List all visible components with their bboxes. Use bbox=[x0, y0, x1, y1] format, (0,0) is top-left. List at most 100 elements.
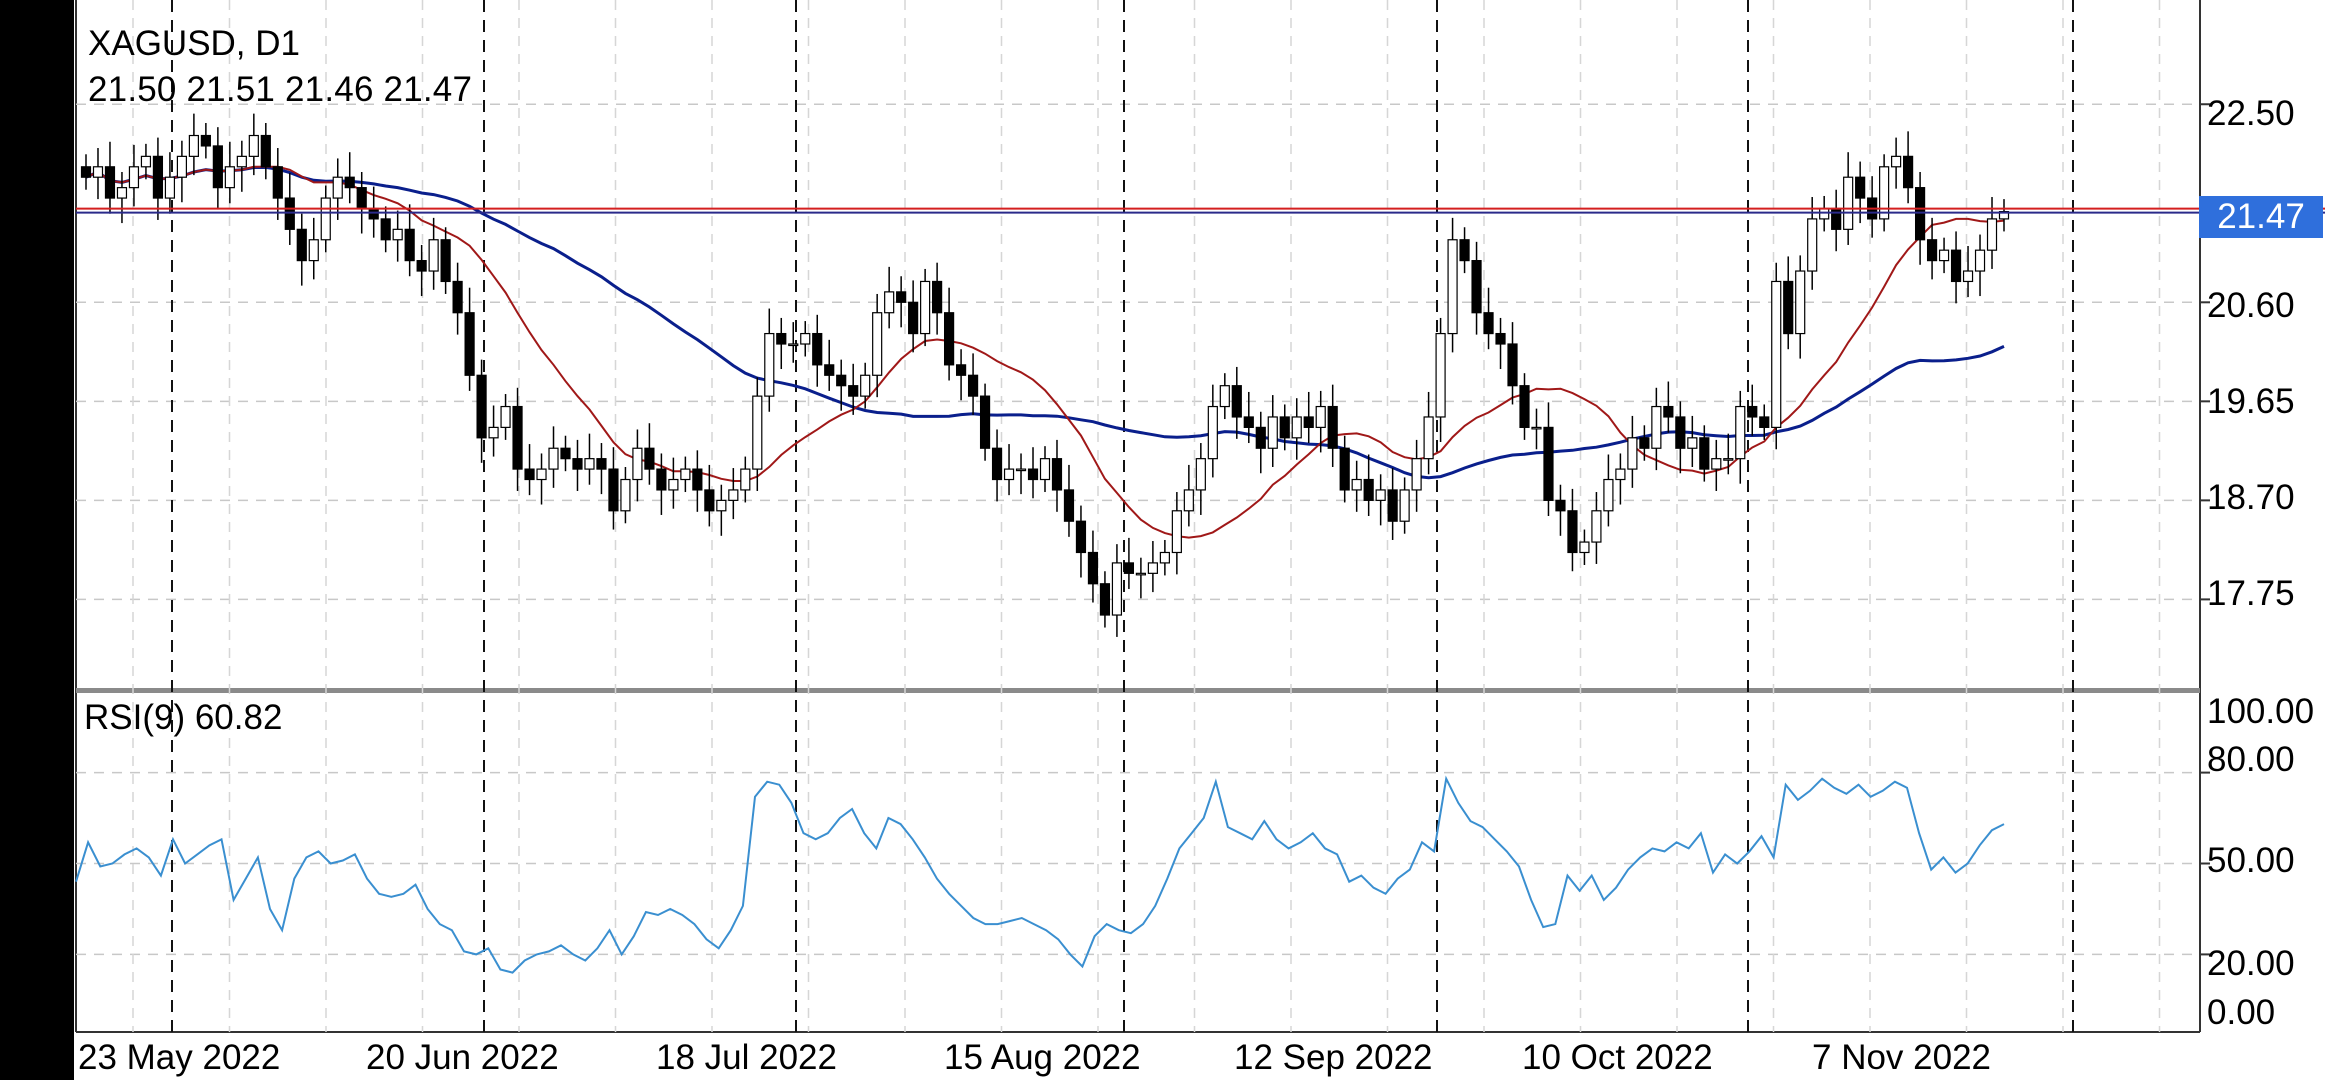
rsi-label: RSI(9) 60.82 bbox=[84, 698, 283, 737]
candle-body bbox=[1986, 218, 1998, 251]
rsi-tick-label: 100.00 bbox=[2207, 692, 2315, 731]
candle-body bbox=[1579, 541, 1590, 554]
candle-body bbox=[1902, 155, 1914, 189]
candle-body bbox=[1375, 489, 1386, 501]
candle-body bbox=[92, 166, 104, 178]
candle-body bbox=[656, 468, 667, 491]
candle-body bbox=[1351, 478, 1362, 491]
candle-body bbox=[116, 187, 128, 199]
candle-body bbox=[1663, 405, 1674, 418]
candle-body bbox=[1159, 551, 1170, 564]
candle-body bbox=[979, 395, 991, 449]
candle-body bbox=[572, 458, 583, 470]
candle-body bbox=[1483, 312, 1494, 335]
candle-body bbox=[356, 187, 367, 210]
candle-body bbox=[308, 239, 319, 262]
candle-body bbox=[104, 166, 116, 199]
candle-body bbox=[1003, 468, 1015, 481]
candle-body bbox=[260, 134, 271, 168]
candle-body bbox=[1879, 166, 1890, 220]
candle-body bbox=[967, 374, 979, 397]
price-tick-label: 19.65 bbox=[2207, 382, 2295, 421]
date-tick-label: 23 May 2022 bbox=[78, 1038, 281, 1077]
candle-body bbox=[380, 218, 391, 241]
candle-body bbox=[1974, 249, 1986, 272]
candle-body bbox=[452, 280, 463, 314]
candle-body bbox=[1962, 270, 1974, 283]
candle-body bbox=[1231, 385, 1242, 418]
candle-body bbox=[1255, 426, 1266, 449]
date-tick-label: 7 Nov 2022 bbox=[1812, 1038, 1992, 1077]
candle-body bbox=[1747, 405, 1758, 418]
price-tick-label: 17.75 bbox=[2207, 574, 2295, 613]
candle-body bbox=[1291, 416, 1302, 439]
candle-body bbox=[320, 197, 331, 241]
candle-body bbox=[188, 134, 199, 157]
candle-body bbox=[1015, 468, 1027, 472]
candle-body bbox=[1063, 489, 1075, 522]
candle-body bbox=[500, 405, 511, 428]
candle-body bbox=[488, 426, 499, 439]
candle-body bbox=[800, 332, 811, 345]
candle-body bbox=[704, 489, 715, 512]
rsi-tick-label: 0.00 bbox=[2207, 993, 2276, 1032]
candle-body bbox=[1411, 458, 1422, 491]
candle-body bbox=[524, 468, 535, 481]
candle-body bbox=[1147, 562, 1158, 574]
price-tick-label: 22.50 bbox=[2207, 94, 2295, 133]
candle-body bbox=[1363, 478, 1374, 501]
candle-body bbox=[1855, 176, 1866, 199]
candle-body bbox=[1459, 239, 1470, 262]
candle-body bbox=[764, 332, 775, 397]
candle-body bbox=[272, 166, 283, 199]
candle-body bbox=[464, 312, 475, 376]
candle-body bbox=[1687, 437, 1698, 449]
date-tick-label: 18 Jul 2022 bbox=[656, 1038, 837, 1077]
candle-body bbox=[224, 166, 235, 189]
date-tick-label: 12 Sep 2022 bbox=[1234, 1038, 1433, 1077]
candle-body bbox=[536, 468, 547, 481]
candle-body bbox=[512, 405, 523, 470]
candle-body bbox=[620, 478, 631, 512]
candle-body bbox=[1519, 385, 1530, 428]
candle-body bbox=[1303, 416, 1314, 428]
candle-body bbox=[1639, 437, 1650, 449]
candle-body bbox=[1926, 239, 1938, 262]
candle-body bbox=[140, 155, 152, 168]
candle-body bbox=[1435, 332, 1446, 418]
candle-body bbox=[392, 228, 403, 241]
candle-body bbox=[1135, 572, 1147, 576]
candle-body bbox=[128, 166, 140, 189]
candle-body bbox=[812, 332, 823, 366]
candle-body bbox=[848, 385, 859, 397]
candle-body bbox=[560, 447, 571, 460]
candle-body bbox=[476, 374, 487, 439]
rsi-line bbox=[75, 775, 2005, 974]
candle-body bbox=[1387, 489, 1398, 522]
candle-body bbox=[860, 374, 871, 397]
candle-body bbox=[1339, 447, 1350, 491]
candle-body bbox=[740, 468, 751, 491]
candle-body bbox=[428, 239, 439, 272]
candle-body bbox=[80, 166, 92, 178]
candle-body bbox=[1507, 343, 1518, 387]
candle-body bbox=[1099, 583, 1111, 616]
left-edge-bar bbox=[0, 0, 74, 1080]
candle-body bbox=[1399, 489, 1410, 522]
candle-body bbox=[1807, 218, 1818, 272]
candle-body bbox=[1171, 510, 1182, 554]
candle-body bbox=[1819, 207, 1830, 220]
candle-body bbox=[1627, 437, 1638, 470]
candle-body bbox=[1591, 510, 1602, 543]
candle-body bbox=[1603, 478, 1614, 512]
date-tick-label: 20 Jun 2022 bbox=[366, 1038, 559, 1077]
candle-body bbox=[943, 312, 955, 366]
candle-body bbox=[164, 176, 176, 199]
candle-body bbox=[955, 364, 967, 376]
candle-body bbox=[1699, 437, 1710, 470]
candle-body bbox=[776, 332, 787, 345]
candle-body bbox=[836, 374, 847, 387]
candle-body bbox=[1051, 458, 1063, 491]
candle-body bbox=[548, 447, 559, 470]
